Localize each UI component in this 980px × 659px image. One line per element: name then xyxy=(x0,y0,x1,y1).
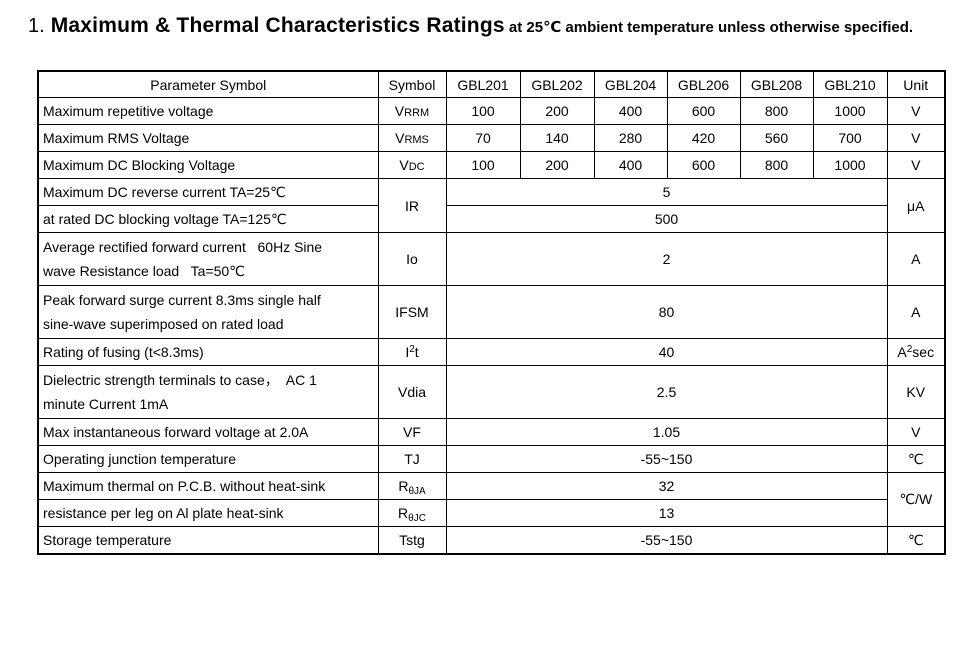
value-cell: 100 xyxy=(445,151,521,179)
ratings-table: Parameter Symbol Symbol GBL201 GBL202 GBL204… xyxy=(37,70,946,555)
table-row: Maximum repetitive voltage VRRM 100 200 400 6… xyxy=(37,97,946,125)
value-cell: 40 xyxy=(445,338,888,366)
param-cell: Rating of fusing (t<8.3ms) xyxy=(37,338,379,366)
value-cell: 400 xyxy=(593,97,668,125)
value-cell: 32 xyxy=(445,472,888,500)
value-cell: 800 xyxy=(739,97,814,125)
symbol-cell: I2t xyxy=(377,338,447,366)
page-title: 1. Maximum & Thermal Characteristics Rat… xyxy=(28,14,913,38)
column-header: GBL201 xyxy=(445,70,521,98)
value-cell: 400 xyxy=(593,151,668,179)
symbol-cell: RθJA xyxy=(377,472,447,500)
symbol-cell: VRRM xyxy=(377,97,447,125)
value-cell: -55~150 xyxy=(445,526,888,555)
table-row: Max instantaneous forward voltage at 2.0… xyxy=(37,418,946,446)
value-cell: 1.05 xyxy=(445,418,888,446)
column-header: GBL204 xyxy=(593,70,668,98)
value-cell: 1000 xyxy=(812,151,888,179)
symbol-cell: Io xyxy=(377,232,447,286)
unit-cell: μA xyxy=(886,178,946,233)
value-cell: 600 xyxy=(666,151,741,179)
symbol-cell: Vdia xyxy=(377,365,447,419)
column-header: GBL202 xyxy=(519,70,595,98)
header-row: Parameter Symbol Symbol GBL201 GBL202 GBL204… xyxy=(37,70,946,98)
section-title: Maximum & Thermal Characteristics Rating… xyxy=(44,14,505,37)
unit-cell: V xyxy=(886,124,946,152)
table-row: at rated DC blocking voltage TA=125℃ 500 xyxy=(37,205,945,233)
table-row: Peak forward surge current 8.3ms single … xyxy=(37,285,946,339)
value-cell: 200 xyxy=(519,97,595,125)
param-cell: Maximum DC reverse current TA=25℃ xyxy=(37,178,379,206)
param-cell: Average rectified forward current 60Hz S… xyxy=(37,232,379,286)
table-row: Operating junction temperature TJ -55~150 ℃ xyxy=(37,445,946,473)
param-cell: resistance per leg on Al plate heat-sink xyxy=(37,499,379,527)
column-header: Unit xyxy=(886,70,946,98)
symbol-cell: VRMS xyxy=(377,124,447,152)
param-cell: Peak forward surge current 8.3ms single … xyxy=(37,285,379,339)
table-row: Storage temperature Tstg -55~150 ℃ xyxy=(37,526,946,555)
value-cell: 70 xyxy=(445,124,521,152)
value-cell: 13 xyxy=(445,499,888,527)
value-cell: 5 xyxy=(445,178,888,206)
table-row: Maximum DC reverse current TA=25℃ IR 5 μA xyxy=(37,178,946,233)
symbol-cell: IFSM xyxy=(377,285,447,339)
unit-cell: V xyxy=(886,97,946,125)
param-cell: Maximum DC Blocking Voltage xyxy=(37,151,379,179)
section-subtitle: at 25℃ ambient temperature unless otherw… xyxy=(504,19,914,36)
param-cell: Maximum RMS Voltage xyxy=(37,124,379,152)
param-cell: Maximum thermal on P.C.B. without heat-s… xyxy=(37,472,379,500)
symbol-cell: IR xyxy=(377,178,447,233)
param-cell: Max instantaneous forward voltage at 2.0… xyxy=(37,418,379,446)
value-cell: 280 xyxy=(593,124,668,152)
unit-cell: ℃ xyxy=(886,445,946,473)
column-header: GBL210 xyxy=(812,70,888,98)
column-header: GBL206 xyxy=(666,70,741,98)
table-row: Maximum RMS Voltage VRMS 70 140 280 420 560 700… xyxy=(37,124,946,152)
table-row: Maximum DC Blocking Voltage VDC 100 200 400 6… xyxy=(37,151,946,179)
value-cell: 2.5 xyxy=(445,365,888,419)
column-header: GBL208 xyxy=(739,70,814,98)
unit-cell: ℃/W xyxy=(886,472,946,527)
value-cell: 420 xyxy=(666,124,741,152)
param-cell: Dielectric strength terminals to case， A… xyxy=(37,365,379,419)
table-row: Maximum thermal on P.C.B. without heat-s… xyxy=(37,472,946,527)
column-header: Parameter Symbol xyxy=(37,70,379,98)
value-cell: 100 xyxy=(445,97,521,125)
unit-cell: V xyxy=(886,418,946,446)
value-cell: 800 xyxy=(739,151,814,179)
table-row: Average rectified forward current 60Hz S… xyxy=(37,232,946,286)
value-cell: 700 xyxy=(812,124,888,152)
unit-cell: V xyxy=(886,151,946,179)
symbol-cell: Tstg xyxy=(377,526,447,555)
symbol-cell: RθJC xyxy=(377,499,447,527)
unit-cell: ℃ xyxy=(886,526,946,555)
section-number: 1. xyxy=(28,15,45,37)
param-cell: Operating junction temperature xyxy=(37,445,379,473)
unit-cell: A2sec xyxy=(886,338,946,366)
symbol-cell: VF xyxy=(377,418,447,446)
param-cell: Storage temperature xyxy=(37,526,379,555)
value-cell: 140 xyxy=(519,124,595,152)
table-row: resistance per leg on Al plate heat-sink… xyxy=(37,499,945,527)
table-row: Dielectric strength terminals to case， A… xyxy=(37,365,946,419)
value-cell: 600 xyxy=(666,97,741,125)
column-header: Symbol xyxy=(377,70,447,98)
value-cell: 500 xyxy=(445,205,888,233)
param-cell: Maximum repetitive voltage xyxy=(37,97,379,125)
value-cell: 200 xyxy=(519,151,595,179)
unit-cell: A xyxy=(886,285,946,339)
value-cell: 2 xyxy=(445,232,888,286)
unit-cell: A xyxy=(886,232,946,286)
param-cell: at rated DC blocking voltage TA=125℃ xyxy=(37,205,379,233)
ratings-table-body: Parameter Symbol Symbol GBL201 GBL202 GBL204… xyxy=(37,70,946,555)
value-cell: 80 xyxy=(445,285,888,339)
value-cell: 560 xyxy=(739,124,814,152)
value-cell: -55~150 xyxy=(445,445,888,473)
table-row: Rating of fusing (t<8.3ms) I2t 40 A2sec xyxy=(37,338,946,366)
value-cell: 1000 xyxy=(812,97,888,125)
unit-cell: KV xyxy=(886,365,946,419)
symbol-cell: TJ xyxy=(377,445,447,473)
symbol-cell: VDC xyxy=(377,151,447,179)
